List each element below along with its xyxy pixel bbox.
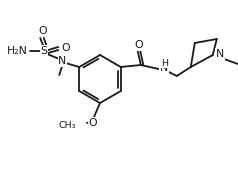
Text: O: O [134, 40, 143, 50]
Text: O: O [61, 43, 69, 53]
Text: S: S [41, 46, 48, 56]
Text: N: N [216, 49, 224, 59]
Text: H: H [161, 58, 168, 68]
Text: CH₃: CH₃ [59, 121, 76, 130]
Text: H₂N: H₂N [7, 46, 28, 56]
Text: N: N [160, 63, 168, 73]
Text: O: O [89, 118, 97, 128]
Text: N: N [58, 56, 66, 66]
Text: O: O [38, 26, 46, 36]
